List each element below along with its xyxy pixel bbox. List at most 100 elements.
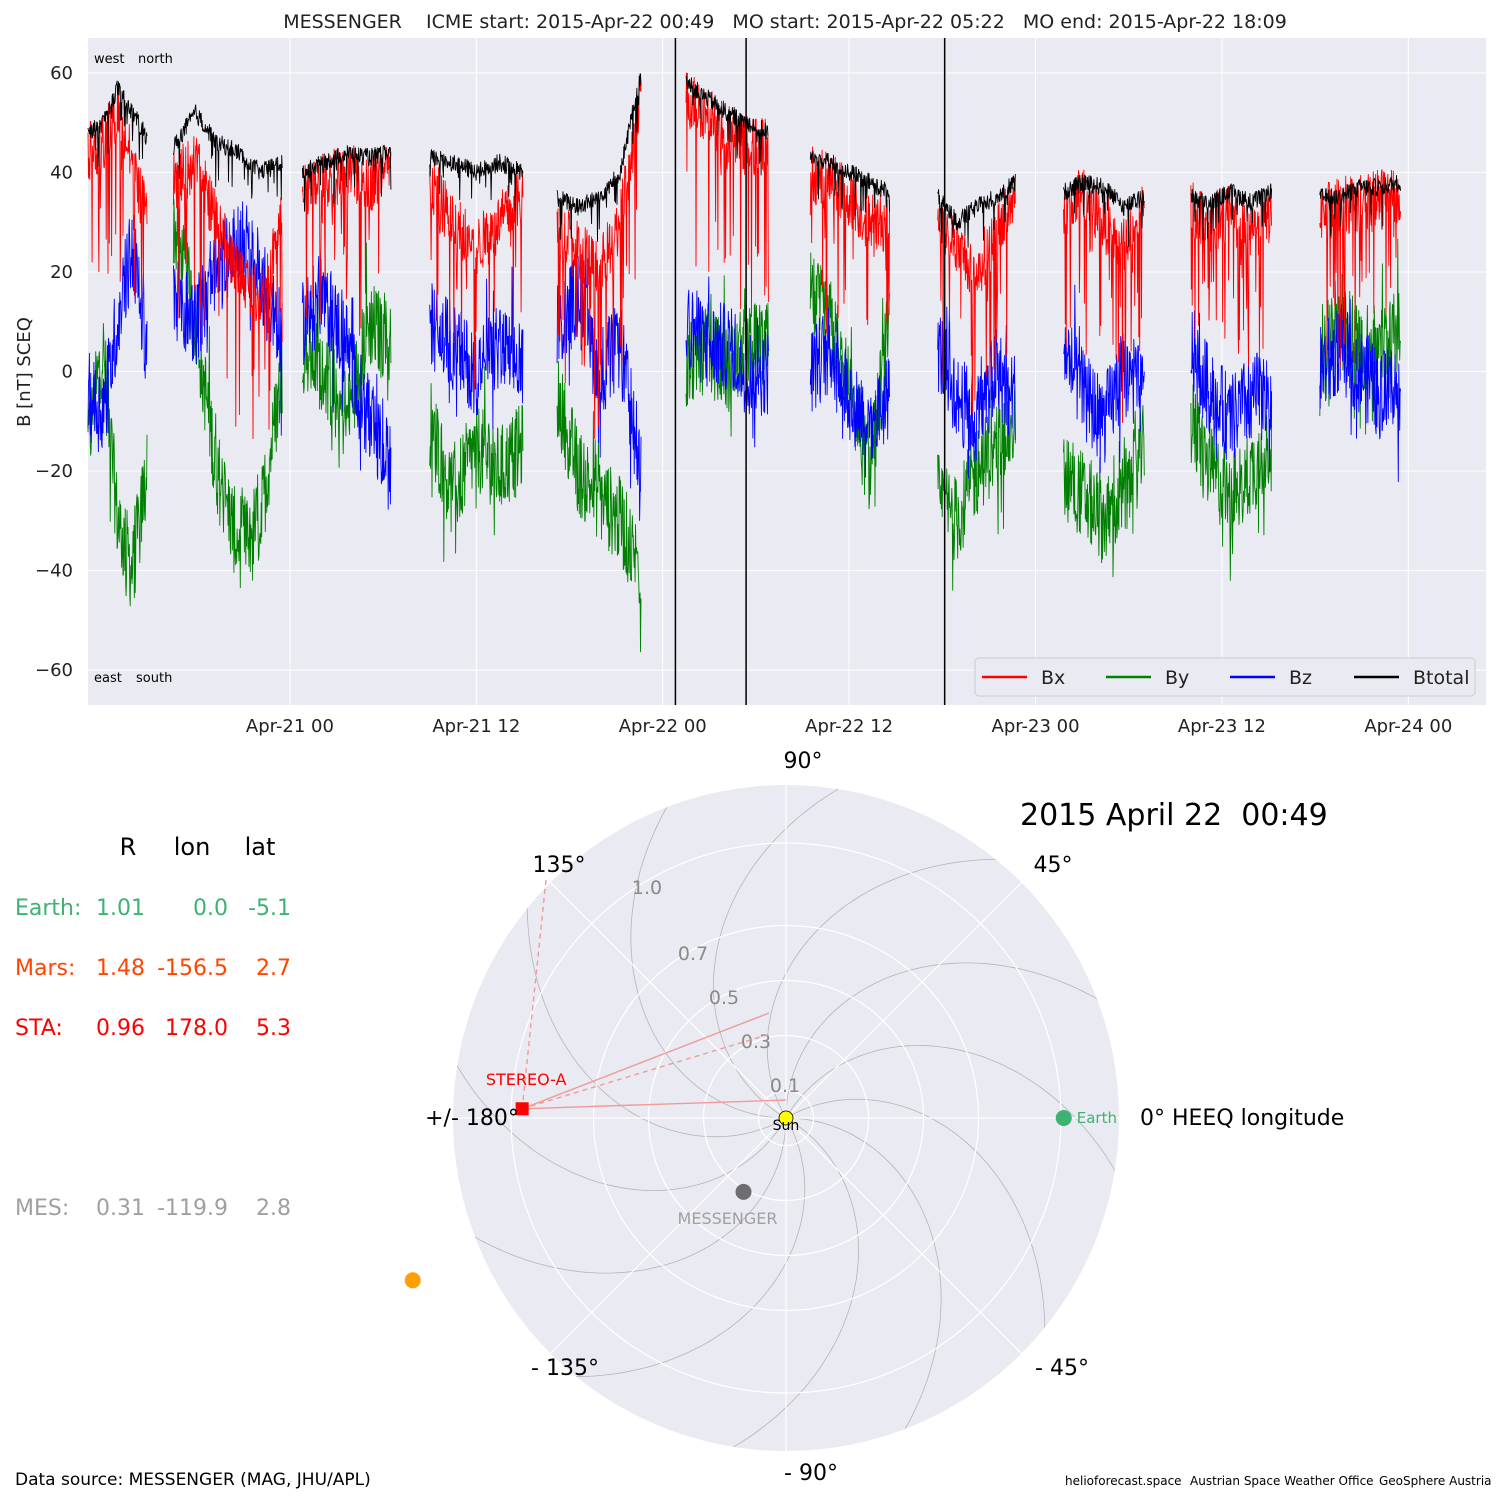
- x-tick-label: Apr-23 12: [1178, 716, 1266, 737]
- angular-gridline: [785, 1117, 1022, 1354]
- angular-gridline: [785, 882, 1022, 1119]
- radial-tick-label: 0.5: [709, 987, 739, 1009]
- series-bx-line: [1319, 169, 1402, 369]
- parker-spiral-line: [453, 1050, 787, 1191]
- series-by-line: [1063, 405, 1145, 578]
- mars-marker: [404, 1272, 421, 1289]
- sun-marker: [778, 1110, 794, 1126]
- table-cell-r: 0.31: [96, 1196, 145, 1221]
- event-markers: [674, 38, 946, 705]
- angle-label: +/- 180°: [425, 1106, 519, 1131]
- series-bz-line: [937, 306, 1016, 479]
- y-axis-label: B [nT] SCEQ: [14, 317, 35, 427]
- table-cell-r: 1.48: [96, 956, 145, 981]
- parker-spiral-line: [713, 785, 854, 1119]
- legend-label-bz: Bz: [1289, 667, 1312, 689]
- fov-line: [521, 1033, 771, 1110]
- angle-label: - 135°: [531, 1356, 599, 1381]
- table-row-label: STA:: [15, 1016, 63, 1041]
- series-btotal-line: [556, 73, 642, 242]
- parker-spiral-line: [559, 1117, 806, 1378]
- table-cell-lat: 2.7: [256, 956, 291, 981]
- angle-label: - 90°: [784, 1461, 838, 1486]
- table-cell-lon: 178.0: [165, 1016, 228, 1041]
- fov-line: [521, 1012, 770, 1110]
- series-by-line: [1190, 384, 1273, 581]
- angle-labels: 0° HEEQ longitude 45° 90° 135° +/- 180° - 135…: [425, 749, 1344, 1486]
- series-by-line: [937, 385, 1016, 591]
- series-bz-line: [87, 219, 148, 453]
- parker-spiral-line: [526, 891, 787, 1138]
- legend-label-btotal: Btotal: [1413, 667, 1469, 689]
- series-bx-line: [937, 177, 1016, 414]
- fov-line: [522, 1099, 787, 1110]
- parker-spiral-line: [785, 1098, 1046, 1345]
- corner-label-east: east: [94, 671, 122, 686]
- table-row-label: Mars:: [15, 956, 75, 981]
- parker-spiral-line: [766, 858, 1013, 1119]
- series-by-line: [172, 196, 283, 589]
- data-source: Data source: MESSENGER (MAG, JHU/APL): [15, 1470, 371, 1490]
- table-header-lon: lon: [174, 833, 211, 861]
- table-cell-lat: 5.3: [256, 1016, 291, 1041]
- series-by-line: [87, 323, 148, 607]
- parker-spiral-line: [785, 1117, 942, 1444]
- timeseries-lines: [87, 72, 1402, 653]
- heliocentric-polar-plot: 0.1 0.30.50.7 1.0 Sun Earth STEREO-A MESSENGE…: [404, 749, 1344, 1486]
- timeseries-grid: [88, 38, 1486, 705]
- datetime-title: 2015 April 22 00:49: [1020, 798, 1328, 833]
- series-btotal-line: [301, 144, 392, 212]
- stereo-a-marker: [515, 1102, 529, 1116]
- table-cell-lon: 0.0: [193, 896, 228, 921]
- radial-tick-label: 0.1: [770, 1075, 800, 1097]
- messenger-marker: [735, 1183, 752, 1200]
- parker-spiral-line: [718, 1117, 859, 1451]
- magnetic-field-timeseries: −60 −40 −20 0 20 40 60 Apr-21 00 Apr-21 12 Apr-22…: [14, 38, 1486, 737]
- y-tick-label: −20: [35, 461, 73, 482]
- stereo-a-field-of-view: [521, 879, 787, 1110]
- table-cell-r: 1.01: [96, 896, 145, 921]
- angle-label: 0° HEEQ longitude: [1140, 1106, 1344, 1131]
- corner-label-west: west: [94, 52, 125, 67]
- y-tick-label: 20: [50, 262, 73, 283]
- series-bz-line: [301, 253, 392, 510]
- earth-label: Earth: [1077, 1109, 1117, 1127]
- series-bz-line: [1063, 284, 1145, 473]
- parker-spiral-line: [785, 1045, 1119, 1186]
- table-row-label: Earth:: [15, 896, 81, 921]
- x-tick-label: Apr-21 12: [432, 716, 520, 737]
- angle-label: 135°: [533, 853, 586, 878]
- series-bz-line: [429, 266, 524, 430]
- radial-tick-label: 0.7: [678, 943, 708, 965]
- angle-label: 90°: [784, 749, 823, 774]
- legend-label-by: By: [1165, 667, 1189, 689]
- table-cell-lon: -119.9: [157, 1196, 228, 1221]
- series-btotal-line: [1319, 175, 1402, 236]
- series-btotal-line: [1063, 174, 1145, 248]
- legend: Bx By Bz Btotal: [974, 657, 1476, 697]
- radial-tick-label: 0.3: [741, 1031, 771, 1053]
- x-tick-label: Apr-22 12: [805, 716, 893, 737]
- table-cell-r: 0.96: [96, 1016, 145, 1041]
- series-btotal-line: [937, 173, 1016, 248]
- series-by-line: [301, 242, 392, 468]
- parker-spiral-line: [785, 962, 1112, 1119]
- table-cell-lat: -5.1: [248, 896, 291, 921]
- legend-box: [974, 657, 1476, 697]
- table-cell-lat: 2.8: [256, 1196, 291, 1221]
- polar-grid: 0.1 0.30.50.7 1.0: [453, 785, 1119, 1451]
- credit-geosphere: GeoSphere Austria: [1379, 1474, 1492, 1488]
- x-tick-label: Apr-24 00: [1364, 716, 1452, 737]
- plot-title: MESSENGER ICME start: 2015-Apr-22 00:49 …: [283, 11, 1287, 33]
- angle-label: - 45°: [1035, 1356, 1089, 1381]
- series-btotal-line: [172, 104, 283, 201]
- series-btotal-line: [685, 75, 769, 176]
- fov-line: [521, 879, 547, 1109]
- angular-gridline: [550, 1117, 787, 1354]
- table-header-r: R: [120, 833, 137, 861]
- series-bz-line: [809, 308, 890, 478]
- y-tick-label: 0: [62, 362, 73, 383]
- series-bx-line: [1190, 182, 1273, 367]
